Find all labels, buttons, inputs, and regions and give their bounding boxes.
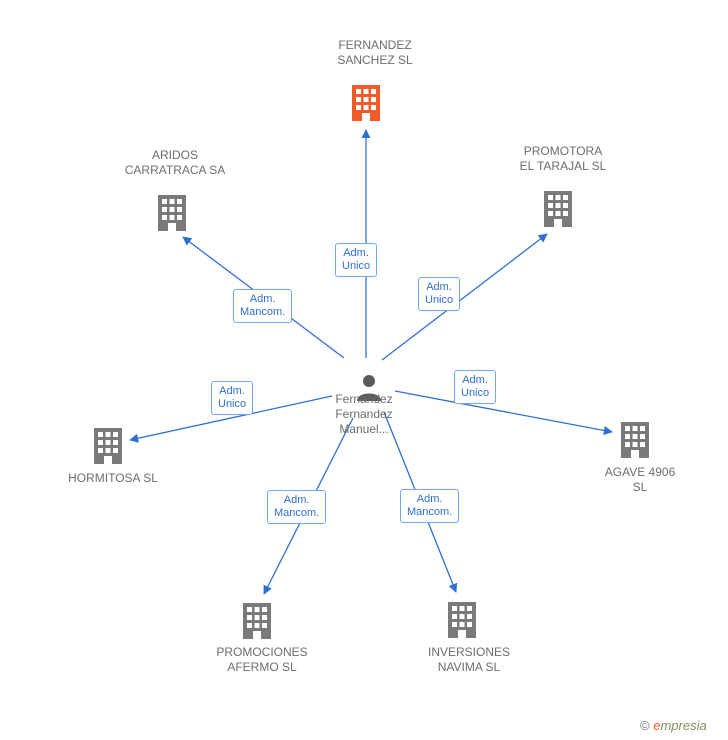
building-icon[interactable] (540, 189, 576, 229)
node-label: PROMOTORA EL TARAJAL SL (498, 144, 628, 174)
edge-label: Adm. Unico (211, 381, 253, 415)
edge-label: Adm. Unico (454, 370, 496, 404)
edge-label: Adm. Mancom. (233, 289, 292, 323)
building-icon[interactable] (90, 426, 126, 466)
building-icon[interactable] (239, 601, 275, 641)
center-node-label: Fernandez Fernandez Manuel... (319, 392, 409, 437)
edge-label: Adm. Mancom. (400, 489, 459, 523)
edge-label: Adm. Mancom. (267, 490, 326, 524)
building-icon[interactable] (444, 600, 480, 640)
edge-label: Adm. Unico (335, 243, 377, 277)
building-icon[interactable] (154, 193, 190, 233)
node-label: PROMOCIONES AFERMO SL (197, 645, 327, 675)
building-icon[interactable] (617, 420, 653, 460)
node-label: FERNANDEZ SANCHEZ SL (310, 38, 440, 68)
node-label: INVERSIONES NAVIMA SL (404, 645, 534, 675)
building-icon[interactable] (348, 83, 384, 123)
edge-line (382, 234, 547, 360)
watermark: © empresia (640, 718, 707, 733)
node-label: AGAVE 4906 SL (590, 465, 690, 495)
node-label: ARIDOS CARRATRACA SA (105, 148, 245, 178)
edge-label: Adm. Unico (418, 277, 460, 311)
node-label: HORMITOSA SL (48, 471, 178, 486)
copyright-symbol: © (640, 718, 650, 733)
watermark-brand: empresia (653, 718, 706, 733)
edge-line (395, 391, 612, 432)
